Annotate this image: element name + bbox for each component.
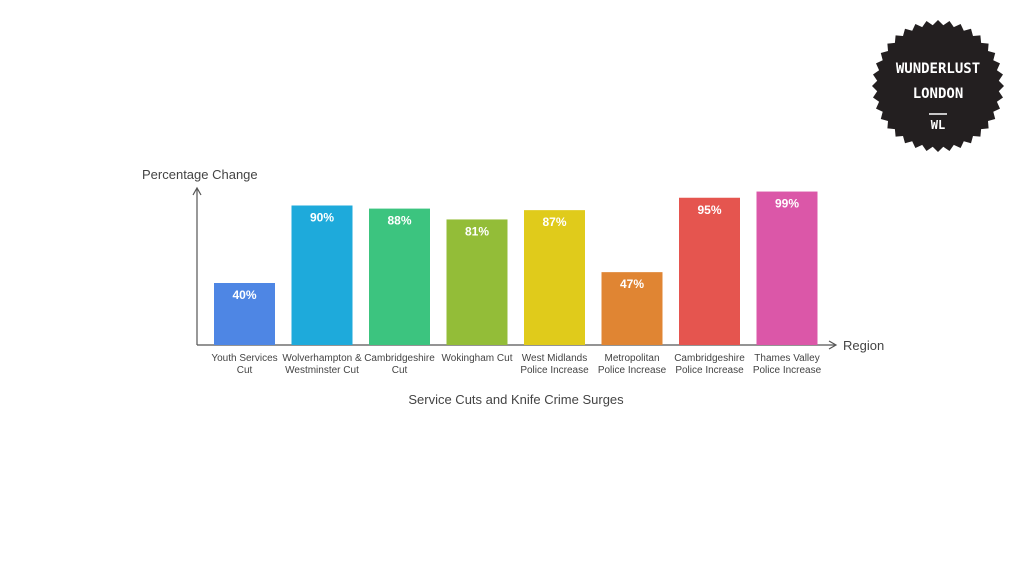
bar-value-label: 95% xyxy=(697,203,721,217)
bar-value-label: 87% xyxy=(542,215,566,229)
y-axis-title: Percentage Change xyxy=(142,167,258,182)
x-tick-label: Youth Services Cut xyxy=(211,353,277,376)
bar-4 xyxy=(446,219,508,345)
logo-seal-shape xyxy=(872,20,1004,152)
x-tick-label: Cambridgeshire Cut xyxy=(364,353,435,376)
bar-2 xyxy=(291,205,353,345)
logo-line2: LONDON xyxy=(913,86,964,102)
logo-line1: WUNDERLUST xyxy=(896,61,980,77)
bar-8 xyxy=(756,191,818,345)
x-tick-label: Wokingham Cut xyxy=(442,353,513,364)
bar-7 xyxy=(679,197,740,345)
bars-group: 40% 90% 88% 81% 87% 47% 95% 99% xyxy=(214,191,818,345)
bar-1 xyxy=(214,283,275,345)
bar-value-label: 40% xyxy=(232,288,256,302)
x-axis-title: Region xyxy=(843,338,884,353)
x-tick-label: Wolverhampton & Westminster Cut xyxy=(282,353,362,376)
bar-value-label: 81% xyxy=(465,224,489,238)
bar-value-label: 88% xyxy=(387,214,411,228)
bar-value-label: 90% xyxy=(310,211,334,225)
bar-value-label: 47% xyxy=(620,277,644,291)
bar-value-label: 99% xyxy=(775,197,799,211)
bar-3 xyxy=(369,208,430,345)
x-tick-label: Thames Valley Police Increase xyxy=(753,353,822,376)
logo-mark: WL xyxy=(931,118,945,132)
chart-title: Service Cuts and Knife Crime Surges xyxy=(408,392,624,407)
x-axis-arrow xyxy=(828,340,838,350)
x-tick-label: West Midlands Police Increase xyxy=(520,353,589,376)
bar-6 xyxy=(601,272,663,345)
x-tick-label: Metropolitan Police Increase xyxy=(598,353,667,376)
x-tick-label: Cambridgeshire Police Increase xyxy=(674,353,745,376)
y-axis-arrow xyxy=(192,186,202,196)
bar-5 xyxy=(524,210,585,345)
logo-badge: WUNDERLUST LONDON WL xyxy=(872,20,1004,152)
